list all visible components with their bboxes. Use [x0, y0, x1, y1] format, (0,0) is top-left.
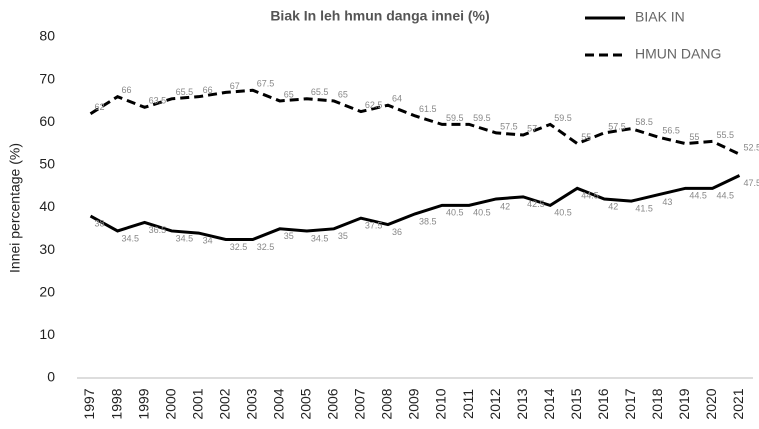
y-tick-label: 0 [47, 369, 55, 385]
x-tick-label: 2002 [216, 388, 232, 419]
value-label: 62.5 [365, 100, 383, 110]
value-label: 66 [122, 85, 132, 95]
x-tick-label: 2014 [541, 388, 557, 419]
value-label: 63.5 [149, 96, 167, 106]
value-label: 61.5 [419, 104, 437, 114]
y-tick-label: 30 [39, 241, 55, 257]
value-label: 59.5 [446, 113, 464, 123]
series-line [89, 88, 741, 156]
value-label: 65.5 [311, 87, 329, 97]
value-label: 65 [338, 89, 348, 99]
x-tick-label: 2006 [325, 388, 341, 419]
legend-label: HMUN DANG [635, 46, 721, 62]
x-tick-label: 2000 [162, 388, 178, 419]
x-tick-label: 2004 [271, 388, 287, 419]
x-tick-label: 2017 [622, 388, 638, 419]
value-label: 42.5 [527, 199, 545, 209]
value-label: 66 [203, 85, 213, 95]
legend-label: BIAK IN [635, 9, 685, 25]
value-label: 34.5 [311, 233, 329, 243]
value-label: 36.5 [149, 225, 167, 235]
value-label: 57 [527, 123, 537, 133]
value-label: 52.5 [743, 143, 759, 153]
value-label: 40.5 [473, 208, 491, 218]
x-tick-label: 2007 [352, 388, 368, 419]
value-label: 34.5 [176, 233, 194, 243]
y-tick-label: 50 [39, 156, 55, 172]
value-label: 38.5 [419, 216, 437, 226]
value-label: 40.5 [446, 208, 464, 218]
series-line [89, 174, 741, 241]
value-label: 55 [581, 132, 591, 142]
y-tick-label: 10 [39, 326, 55, 342]
y-tick-label: 20 [39, 283, 55, 299]
value-label: 41.5 [635, 203, 653, 213]
x-tick-label: 2016 [595, 388, 611, 419]
value-label: 62 [95, 102, 105, 112]
value-label: 55 [689, 132, 699, 142]
y-tick-label: 70 [39, 70, 55, 86]
x-tick-label: 2020 [703, 388, 719, 419]
value-label: 57.5 [500, 121, 518, 131]
y-tick-label: 40 [39, 198, 55, 214]
chart-title: Biak In leh hmun danga innei (%) [270, 8, 489, 24]
value-label: 65.5 [176, 87, 194, 97]
value-label: 37.5 [365, 221, 383, 231]
value-label: 35 [284, 231, 294, 241]
value-label: 35 [338, 231, 348, 241]
x-tick-label: 2008 [379, 388, 395, 419]
x-tick-label: 2018 [649, 388, 665, 419]
x-tick-label: 2010 [433, 388, 449, 419]
value-label: 64 [392, 94, 402, 104]
y-tick-label: 60 [39, 113, 55, 129]
y-tick-label: 80 [39, 28, 55, 44]
x-tick-label: 2015 [568, 388, 584, 419]
value-label: 42 [500, 201, 510, 211]
value-label: 44.5 [581, 191, 599, 201]
x-tick-label: 2012 [487, 388, 503, 419]
value-label: 47.5 [743, 178, 759, 188]
x-tick-label: 2019 [676, 388, 692, 419]
x-tick-label: 2003 [243, 388, 259, 419]
value-label: 34 [203, 235, 213, 245]
value-label: 55.5 [716, 130, 734, 140]
value-label: 42 [608, 201, 618, 211]
x-tick-label: 2009 [406, 388, 422, 419]
x-tick-label: 2021 [730, 388, 746, 419]
value-label: 36 [392, 227, 402, 237]
value-label: 40.5 [554, 208, 572, 218]
value-label: 32.5 [230, 242, 248, 252]
value-label: 44.5 [689, 191, 707, 201]
value-label: 43 [662, 197, 672, 207]
x-tick-label: 1999 [135, 388, 151, 419]
value-label: 34.5 [122, 233, 140, 243]
x-tick-label: 2005 [298, 388, 314, 419]
x-tick-label: 1997 [81, 388, 97, 419]
x-tick-label: 2001 [189, 388, 205, 419]
value-label: 57.5 [608, 121, 626, 131]
value-label: 38 [95, 218, 105, 228]
x-tick-label: 2013 [514, 388, 530, 419]
x-tick-label: 1998 [108, 388, 124, 419]
value-label: 59.5 [473, 113, 491, 123]
y-axis-label: Innei percentage (%) [7, 143, 23, 273]
value-label: 59.5 [554, 113, 572, 123]
value-label: 32.5 [257, 242, 275, 252]
value-label: 65 [284, 89, 294, 99]
value-label: 56.5 [662, 126, 680, 136]
x-tick-label: 2011 [460, 389, 476, 419]
value-label: 67 [230, 81, 240, 91]
value-label: 58.5 [635, 117, 653, 127]
value-label: 44.5 [716, 191, 734, 201]
value-label: 67.5 [257, 79, 275, 89]
